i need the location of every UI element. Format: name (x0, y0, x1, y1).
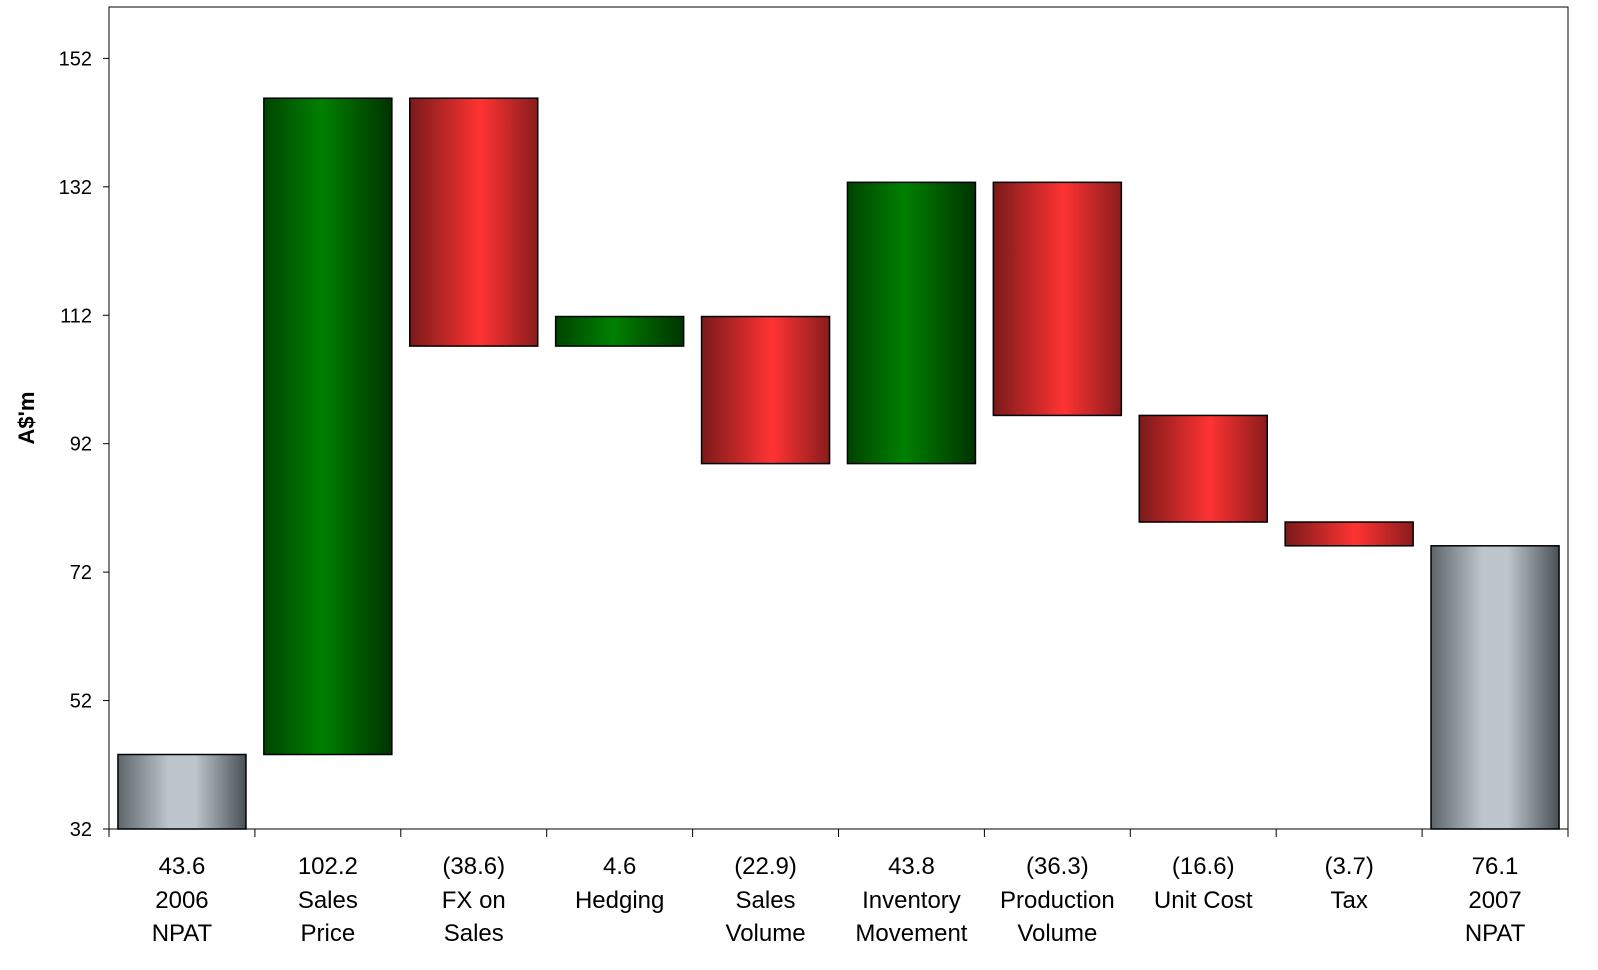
category-label: 2007 (1468, 887, 1521, 914)
category-label: NPAT (1465, 920, 1526, 947)
bar-decrease (1138, 414, 1268, 523)
bar-increase (846, 181, 977, 465)
bar-decrease (409, 97, 539, 347)
category-label: Price (301, 920, 356, 947)
category-label: Unit Cost (1154, 887, 1253, 914)
category-labels: 43.6 2006 NPAT 102.2 Sales Price (38.6) FX on Sa… (152, 853, 1526, 947)
y-tick-label: 92 (70, 434, 92, 456)
bar-value-label: 43.6 (159, 853, 206, 880)
bar-decrease (700, 315, 831, 465)
bars (117, 97, 1560, 830)
category-label: NPAT (152, 920, 213, 947)
y-axis-title: A$'m (14, 392, 39, 445)
y-tick-label: 32 (70, 819, 92, 841)
plot-border (108, 6, 1569, 829)
category-label: Volume (726, 920, 806, 947)
category-label: 2006 (155, 887, 208, 914)
bar-value-label: (22.9) (734, 853, 797, 880)
category-label: Sales (298, 887, 358, 914)
bar-value-label: 102.2 (298, 853, 358, 880)
x-axis (108, 828, 1569, 837)
bar-value-label: (16.6) (1172, 853, 1235, 880)
category-label: Production (1000, 887, 1115, 914)
bar-increase (554, 315, 685, 347)
y-tick-label: 132 (59, 177, 92, 199)
y-tick-label: 112 (60, 305, 92, 327)
y-tick-label: 72 (70, 562, 92, 584)
bar-total (1430, 545, 1560, 830)
y-axis: 32 52 72 92 112 132 152 (59, 48, 109, 841)
bar-value-label: 76.1 (1472, 853, 1519, 880)
bar-value-label: (36.3) (1026, 853, 1089, 880)
bar-value-label: 43.8 (888, 853, 935, 880)
category-label: Sales (736, 887, 796, 914)
category-label: Inventory (862, 887, 961, 914)
category-label: Volume (1017, 920, 1097, 947)
category-label: FX on (442, 887, 506, 914)
bar-value-label: 4.6 (603, 853, 636, 880)
category-label: Hedging (575, 887, 664, 914)
bar-increase (263, 97, 393, 756)
y-tick-label: 52 (70, 691, 92, 713)
bar-total (117, 753, 247, 830)
plot-frame (108, 6, 1569, 829)
bar-decrease (992, 181, 1123, 417)
y-tick-label: 152 (59, 48, 92, 70)
category-label: Sales (444, 920, 504, 947)
bar-value-label: (3.7) (1324, 853, 1373, 880)
category-label: Tax (1330, 887, 1367, 914)
bar-decrease (1284, 521, 1414, 547)
category-label: Movement (855, 920, 967, 947)
bar-value-label: (38.6) (442, 853, 505, 880)
